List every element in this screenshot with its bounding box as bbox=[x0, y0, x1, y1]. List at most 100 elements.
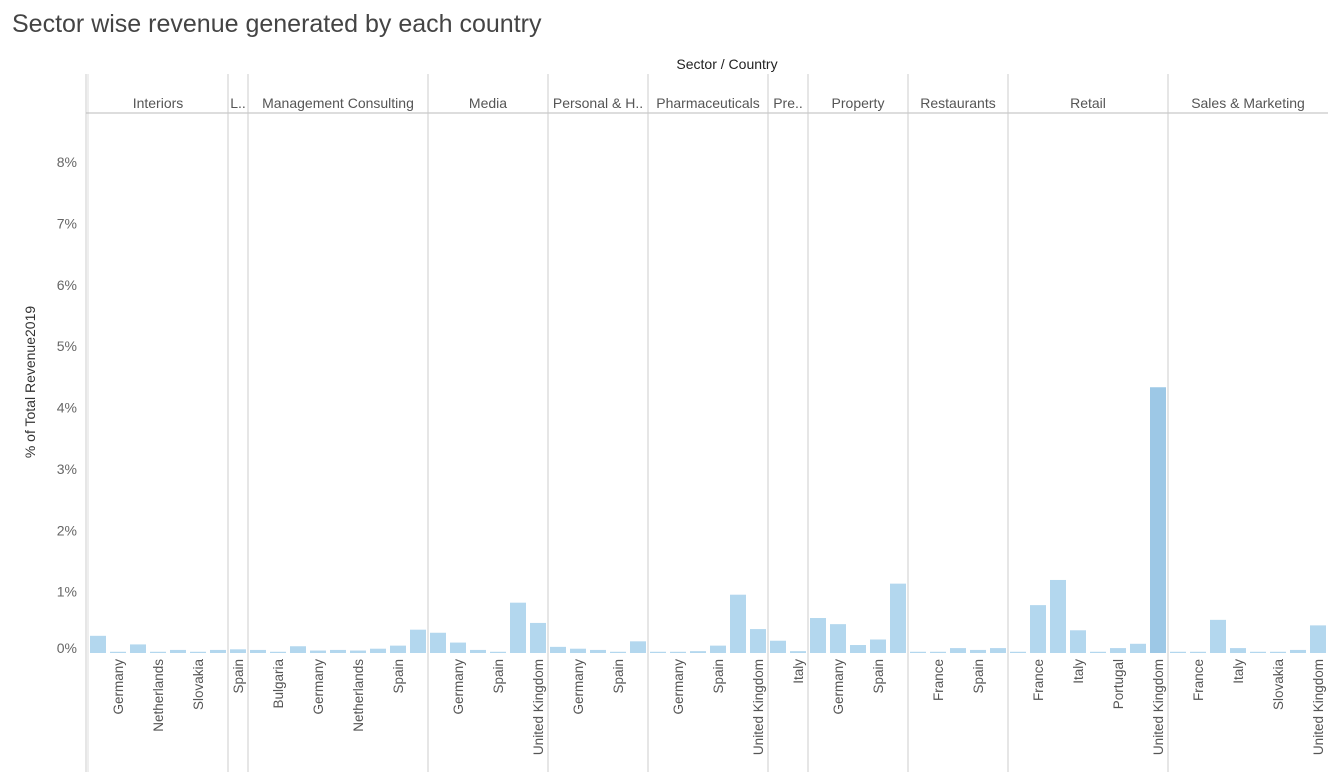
country-label: France bbox=[931, 659, 946, 701]
y-tick-label: 8% bbox=[57, 154, 77, 170]
sector-label: Interiors bbox=[133, 95, 184, 111]
bar bbox=[1190, 651, 1206, 653]
bar bbox=[1250, 651, 1266, 653]
sector-label: Media bbox=[469, 95, 507, 111]
country-label: Spain bbox=[711, 659, 726, 694]
bar bbox=[610, 651, 626, 653]
bar bbox=[810, 618, 826, 653]
bar bbox=[1290, 649, 1306, 653]
bar bbox=[670, 651, 686, 653]
country-label: Germany bbox=[311, 659, 326, 715]
bar bbox=[730, 594, 746, 653]
country-label: United Kingdom bbox=[1311, 659, 1326, 755]
sector-label: Restaurants bbox=[920, 95, 995, 111]
country-label: Germany bbox=[571, 659, 586, 715]
bar bbox=[830, 624, 846, 653]
y-tick-label: 1% bbox=[57, 584, 77, 600]
bar bbox=[1170, 651, 1186, 653]
y-tick-label: 3% bbox=[57, 461, 77, 477]
country-label: Bulgaria bbox=[271, 659, 286, 709]
bar bbox=[410, 629, 426, 653]
bar bbox=[1050, 579, 1066, 653]
country-label: France bbox=[1191, 659, 1206, 701]
bar bbox=[190, 651, 206, 653]
country-label: Germany bbox=[111, 659, 126, 715]
country-label: Germany bbox=[831, 659, 846, 715]
y-tick-label: 7% bbox=[57, 215, 77, 231]
sector-label: Personal & H.. bbox=[553, 95, 643, 111]
sector-label: Property bbox=[832, 95, 885, 111]
bar bbox=[210, 649, 226, 653]
country-label: Slovakia bbox=[1271, 659, 1286, 711]
bar bbox=[1270, 651, 1286, 653]
bar bbox=[490, 651, 506, 653]
y-tick-label: 2% bbox=[57, 522, 77, 538]
bar bbox=[870, 639, 886, 653]
bar bbox=[150, 651, 166, 653]
sector-label: Management Consulting bbox=[262, 95, 414, 111]
country-label: United Kingdom bbox=[751, 659, 766, 755]
bar bbox=[970, 649, 986, 653]
y-tick-label: 0% bbox=[57, 640, 77, 656]
country-label: Spain bbox=[491, 659, 506, 694]
bar bbox=[90, 635, 106, 653]
country-label: Spain bbox=[391, 659, 406, 694]
bar bbox=[1150, 387, 1166, 653]
bar bbox=[710, 645, 726, 653]
bar bbox=[990, 648, 1006, 653]
bar bbox=[1310, 625, 1326, 653]
sector-label: Pre.. bbox=[773, 95, 803, 111]
bar bbox=[750, 629, 766, 653]
bar bbox=[250, 649, 266, 653]
bar bbox=[590, 649, 606, 653]
bar bbox=[130, 644, 146, 653]
bar bbox=[430, 632, 446, 653]
bar bbox=[390, 645, 406, 653]
bar bbox=[230, 649, 246, 653]
bar bbox=[1110, 648, 1126, 653]
bar bbox=[650, 651, 666, 653]
country-label: Portugal bbox=[1111, 659, 1126, 709]
bar bbox=[850, 645, 866, 653]
chart-title: Sector wise revenue generated by each co… bbox=[12, 10, 542, 38]
bar bbox=[1130, 643, 1146, 653]
bar bbox=[110, 651, 126, 653]
country-label: Netherlands bbox=[151, 659, 166, 732]
bar bbox=[350, 650, 366, 653]
bar bbox=[1070, 630, 1086, 653]
country-label: Spain bbox=[871, 659, 886, 694]
country-label: Germany bbox=[451, 659, 466, 715]
bar bbox=[770, 640, 786, 653]
country-label: Spain bbox=[611, 659, 626, 694]
bar bbox=[270, 651, 286, 653]
country-label: France bbox=[1031, 659, 1046, 701]
country-label: Italy bbox=[791, 659, 806, 684]
bar bbox=[310, 650, 326, 653]
bar bbox=[630, 641, 646, 653]
bar bbox=[1030, 605, 1046, 653]
sector-label: Sales & Marketing bbox=[1191, 95, 1305, 111]
country-label: Netherlands bbox=[351, 659, 366, 732]
bar bbox=[950, 648, 966, 653]
sector-label: Retail bbox=[1070, 95, 1106, 111]
country-label: Germany bbox=[671, 659, 686, 715]
bar bbox=[690, 651, 706, 653]
bar bbox=[170, 649, 186, 653]
bar bbox=[550, 646, 566, 653]
bar bbox=[1090, 651, 1106, 653]
bar bbox=[330, 649, 346, 653]
bar bbox=[510, 602, 526, 653]
bar bbox=[930, 651, 946, 653]
country-label: Spain bbox=[971, 659, 986, 694]
y-axis-label: % of Total Revenue2019 bbox=[22, 306, 38, 459]
bar bbox=[1230, 648, 1246, 653]
y-tick-label: 5% bbox=[57, 338, 77, 354]
bar bbox=[570, 648, 586, 653]
country-label: Italy bbox=[1071, 659, 1086, 684]
country-label: Spain bbox=[231, 659, 246, 694]
y-tick-label: 4% bbox=[57, 400, 77, 416]
sector-label: L.. bbox=[230, 95, 246, 111]
bar bbox=[890, 583, 906, 653]
bar bbox=[1210, 619, 1226, 653]
